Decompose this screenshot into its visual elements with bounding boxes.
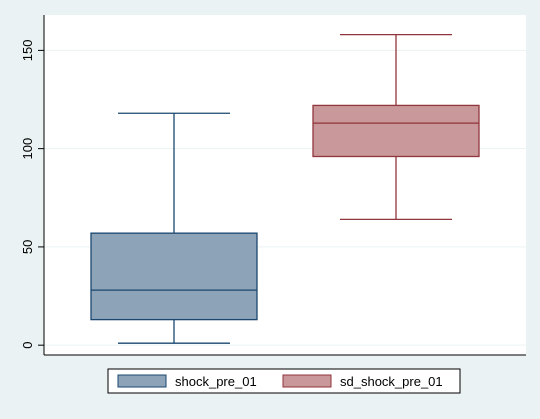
legend-swatch-sd-shock-pre-01	[282, 374, 332, 388]
iqr-box-shock-pre-01	[90, 232, 258, 321]
legend-swatch-shock-pre-01	[117, 374, 167, 388]
box-shock-pre-01	[90, 112, 258, 344]
y-axis: 0 50 100 150	[20, 15, 526, 356]
iqr-box-sd-shock-pre-01	[312, 104, 480, 158]
boxes	[90, 34, 480, 344]
y-tick-label-100: 100	[20, 138, 35, 160]
legend-label-sd-shock-pre-01: sd_shock_pre_01	[340, 374, 443, 389]
legend: shock_pre_01 sd_shock_pre_01	[107, 368, 461, 394]
box-sd-shock-pre-01	[312, 34, 480, 221]
y-tick-label-150: 150	[20, 40, 35, 62]
legend-label-shock-pre-01: shock_pre_01	[175, 374, 257, 389]
y-tick-label-0: 0	[20, 342, 35, 349]
y-tick-label-50: 50	[20, 240, 35, 254]
legend-frame	[107, 368, 461, 394]
